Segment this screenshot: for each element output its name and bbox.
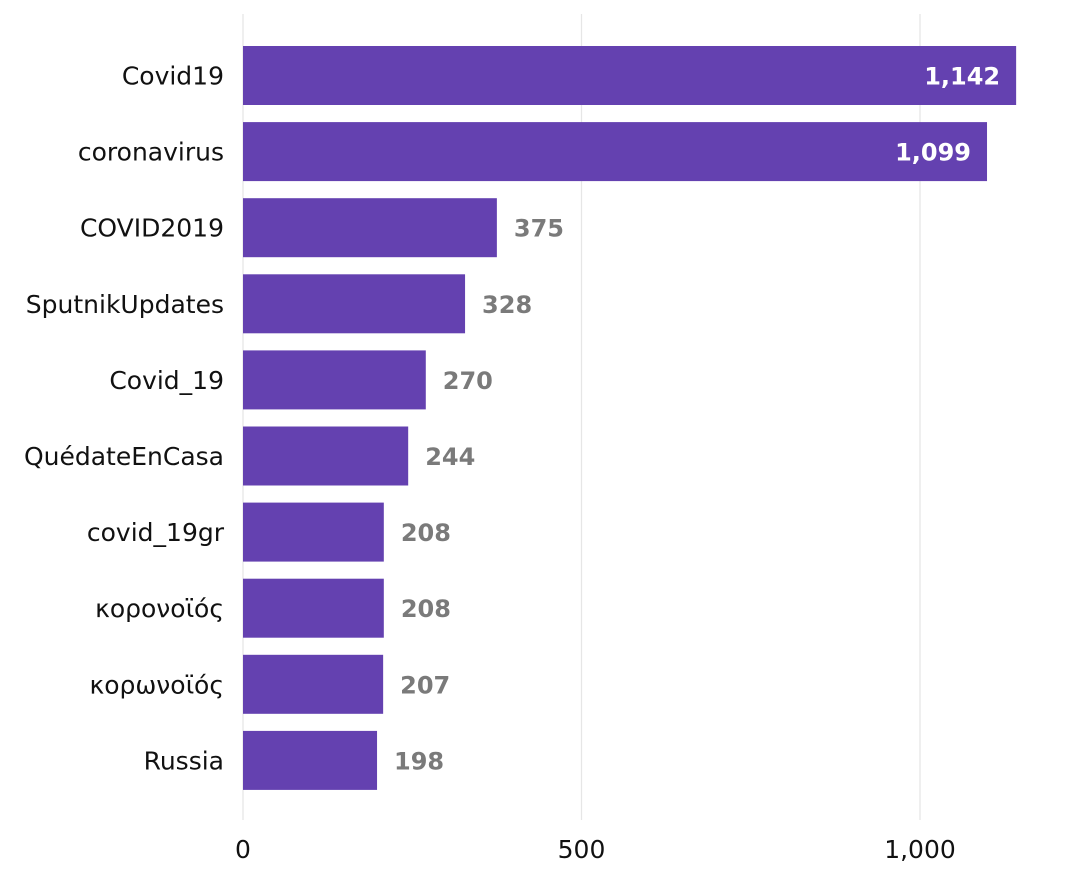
category-label: κορωνοϊός — [89, 670, 224, 699]
bar — [243, 578, 384, 638]
category-label: Covid_19 — [109, 366, 224, 395]
value-labels: 1,142 1,099 375 328 270 244 208 208 207 198 — [394, 63, 1000, 776]
category-label: QuédateEnCasa — [24, 442, 224, 471]
category-labels: Covid19 coronavirus COVID2019 SputnikUpdate… — [24, 62, 225, 776]
bar — [243, 198, 497, 258]
category-label: Covid19 — [122, 62, 224, 91]
x-axis-tick-labels: 0 500 1,000 — [235, 835, 956, 864]
category-label: κορονοϊός — [95, 594, 224, 623]
value-label: 244 — [425, 443, 475, 471]
bar — [243, 730, 378, 790]
value-label: 198 — [394, 747, 444, 775]
category-label: covid_19gr — [87, 518, 225, 547]
bar — [243, 350, 426, 410]
value-label: 375 — [514, 215, 564, 243]
value-label: 208 — [401, 595, 451, 623]
value-label: 1,099 — [895, 139, 971, 167]
bar — [243, 426, 409, 486]
value-label: 208 — [401, 519, 451, 547]
value-label: 328 — [482, 291, 532, 319]
value-label: 207 — [400, 671, 450, 699]
value-label: 270 — [443, 367, 493, 395]
bar — [243, 502, 384, 562]
bar — [243, 122, 988, 182]
category-label: coronavirus — [78, 138, 224, 167]
bars — [243, 46, 1017, 790]
category-label: Russia — [144, 746, 224, 775]
x-tick-label-0: 0 — [235, 835, 251, 864]
bar — [243, 274, 466, 334]
category-label: COVID2019 — [80, 214, 224, 243]
category-label: SputnikUpdates — [26, 290, 224, 319]
x-tick-label-2: 1,000 — [884, 835, 956, 864]
x-tick-label-1: 500 — [558, 835, 606, 864]
bar — [243, 654, 384, 714]
bar — [243, 46, 1017, 105]
value-label: 1,142 — [924, 63, 1000, 91]
